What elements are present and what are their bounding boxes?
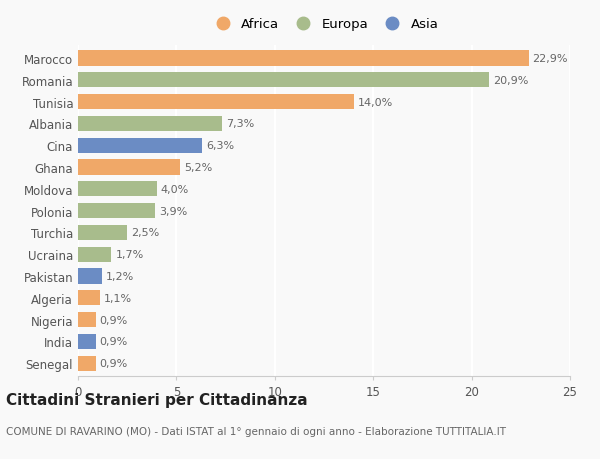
- Bar: [78, 334, 96, 349]
- Bar: [78, 160, 181, 175]
- Text: 2,5%: 2,5%: [131, 228, 160, 238]
- Bar: [78, 269, 101, 284]
- Text: 0,9%: 0,9%: [100, 315, 128, 325]
- Bar: [78, 95, 353, 110]
- Text: 22,9%: 22,9%: [533, 54, 568, 64]
- Bar: [78, 247, 112, 262]
- Text: 0,9%: 0,9%: [100, 358, 128, 368]
- Bar: [78, 291, 100, 306]
- Bar: [78, 225, 127, 241]
- Bar: [78, 312, 96, 327]
- Text: COMUNE DI RAVARINO (MO) - Dati ISTAT al 1° gennaio di ogni anno - Elaborazione T: COMUNE DI RAVARINO (MO) - Dati ISTAT al …: [6, 426, 506, 436]
- Text: 1,7%: 1,7%: [115, 250, 143, 260]
- Text: 7,3%: 7,3%: [226, 119, 254, 129]
- Text: 20,9%: 20,9%: [493, 76, 529, 86]
- Bar: [78, 73, 490, 88]
- Text: Cittadini Stranieri per Cittadinanza: Cittadini Stranieri per Cittadinanza: [6, 392, 308, 408]
- Text: 3,9%: 3,9%: [158, 206, 187, 216]
- Text: 5,2%: 5,2%: [184, 162, 212, 173]
- Text: 1,1%: 1,1%: [104, 293, 132, 303]
- Bar: [78, 117, 221, 132]
- Text: 6,3%: 6,3%: [206, 141, 234, 151]
- Bar: [78, 182, 157, 197]
- Bar: [78, 138, 202, 153]
- Legend: Africa, Europa, Asia: Africa, Europa, Asia: [204, 13, 444, 36]
- Bar: [78, 356, 96, 371]
- Bar: [78, 203, 155, 219]
- Bar: [78, 51, 529, 67]
- Text: 14,0%: 14,0%: [358, 97, 393, 107]
- Text: 4,0%: 4,0%: [161, 185, 189, 195]
- Text: 0,9%: 0,9%: [100, 336, 128, 347]
- Text: 1,2%: 1,2%: [106, 271, 134, 281]
